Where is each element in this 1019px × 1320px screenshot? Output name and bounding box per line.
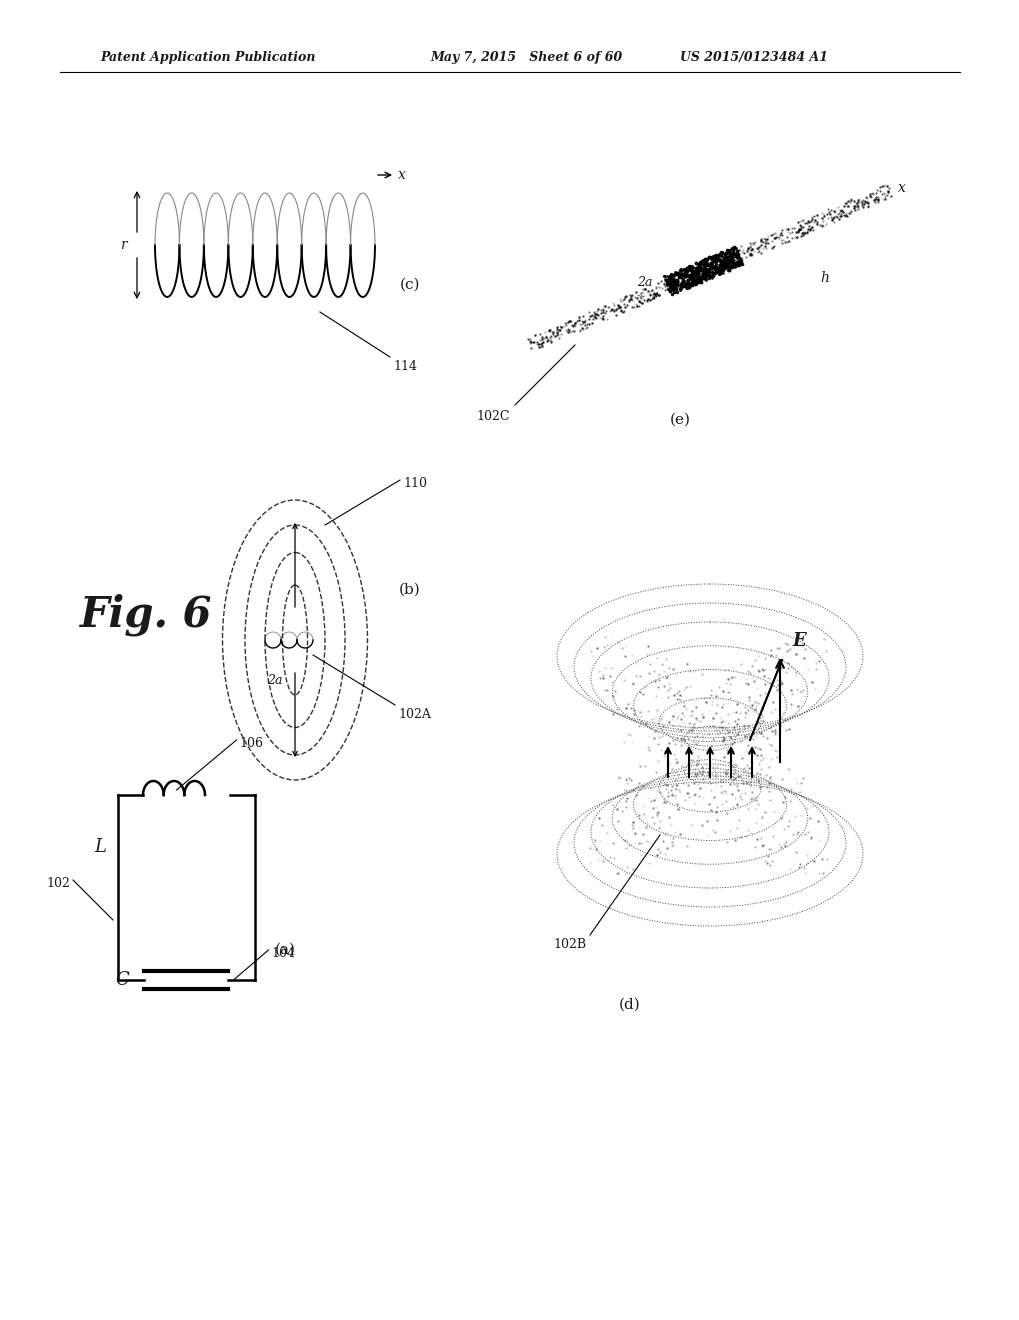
Text: 2a: 2a	[267, 673, 282, 686]
Text: US 2015/0123484 A1: US 2015/0123484 A1	[680, 51, 827, 65]
Text: 102C: 102C	[476, 411, 510, 422]
Text: C: C	[115, 972, 129, 989]
Text: (e): (e)	[668, 413, 690, 426]
Text: 106: 106	[239, 737, 263, 750]
Text: (b): (b)	[398, 583, 421, 597]
Text: 102A: 102A	[397, 708, 430, 721]
Text: Fig. 6: Fig. 6	[79, 594, 212, 636]
Text: 102B: 102B	[553, 939, 586, 950]
Text: (d): (d)	[619, 998, 640, 1012]
Text: May 7, 2015   Sheet 6 of 60: May 7, 2015 Sheet 6 of 60	[430, 51, 622, 65]
Text: E: E	[791, 632, 805, 649]
Text: x: x	[897, 181, 905, 195]
Text: 114: 114	[392, 360, 417, 374]
Text: 110: 110	[403, 477, 427, 490]
Text: L: L	[94, 838, 106, 857]
Text: 104: 104	[271, 946, 296, 960]
Text: (c): (c)	[399, 279, 420, 292]
Text: h: h	[819, 271, 828, 285]
Text: 2a: 2a	[637, 276, 652, 289]
Text: Patent Application Publication: Patent Application Publication	[100, 51, 315, 65]
Text: r: r	[120, 238, 127, 252]
Text: 102: 102	[46, 876, 70, 890]
Text: x: x	[397, 168, 406, 182]
Text: (a): (a)	[274, 942, 296, 957]
